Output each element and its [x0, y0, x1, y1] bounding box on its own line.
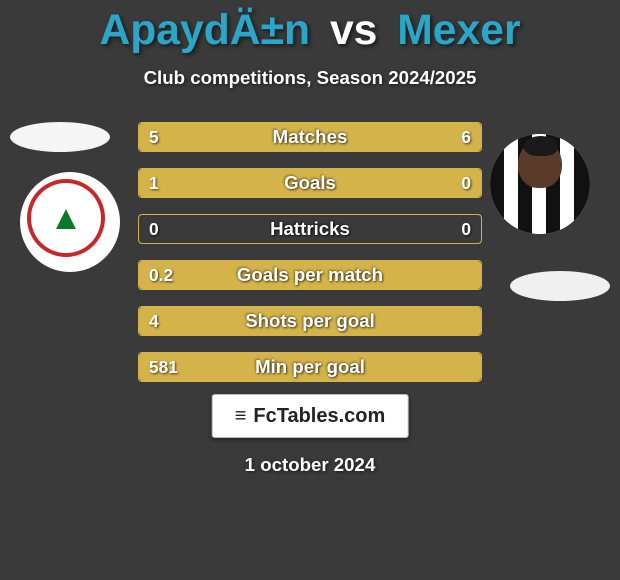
- stat-value-left: 0.2: [149, 261, 173, 289]
- club-badge-ring: ▲: [23, 175, 109, 261]
- subtitle: Club competitions, Season 2024/2025: [0, 67, 620, 89]
- stat-row: Min per goal581: [138, 352, 482, 382]
- left-club-badge: ▲: [20, 172, 120, 272]
- stat-value-left: 5: [149, 123, 159, 151]
- stat-label: Shots per goal: [139, 307, 481, 335]
- stat-value-left: 0: [149, 215, 159, 243]
- stat-label: Min per goal: [139, 353, 481, 381]
- title-vs: vs: [330, 6, 377, 54]
- stat-value-right: 6: [461, 123, 471, 151]
- title-right-name: Mexer: [397, 6, 520, 54]
- date-label: 1 october 2024: [0, 454, 620, 476]
- left-oval-decor: [10, 122, 110, 152]
- stat-row: Shots per goal4: [138, 306, 482, 336]
- stat-label: Goals per match: [139, 261, 481, 289]
- stat-label: Goals: [139, 169, 481, 197]
- right-player-avatar: [490, 134, 590, 234]
- stat-value-right: 0: [461, 169, 471, 197]
- brand-badge: ≡ FcTables.com: [212, 394, 409, 438]
- stat-row: Hattricks0 0: [138, 214, 482, 244]
- tree-icon: ▲: [49, 201, 83, 235]
- stat-row: Goals1 0: [138, 168, 482, 198]
- player-jersey-icon: [490, 134, 590, 234]
- stat-label: Hattricks: [139, 215, 481, 243]
- brand-text: FcTables.com: [253, 405, 385, 428]
- brand-icon: ≡: [235, 405, 246, 428]
- club-badge-inner: ▲: [31, 183, 101, 253]
- right-oval-decor: [510, 271, 610, 301]
- stat-value-right: 0: [461, 215, 471, 243]
- stat-value-left: 4: [149, 307, 159, 335]
- title-left-name: ApaydÄ±n: [99, 6, 310, 54]
- stat-row: Matches5 6: [138, 122, 482, 152]
- stat-label: Matches: [139, 123, 481, 151]
- stat-row: Goals per match0.2: [138, 260, 482, 290]
- stat-value-left: 1: [149, 169, 159, 197]
- page-title: ApaydÄ±n vs Mexer: [0, 0, 620, 55]
- stat-rows-container: Matches56Goals10Hattricks00Goals per mat…: [138, 122, 482, 398]
- stat-value-left: 581: [149, 353, 178, 381]
